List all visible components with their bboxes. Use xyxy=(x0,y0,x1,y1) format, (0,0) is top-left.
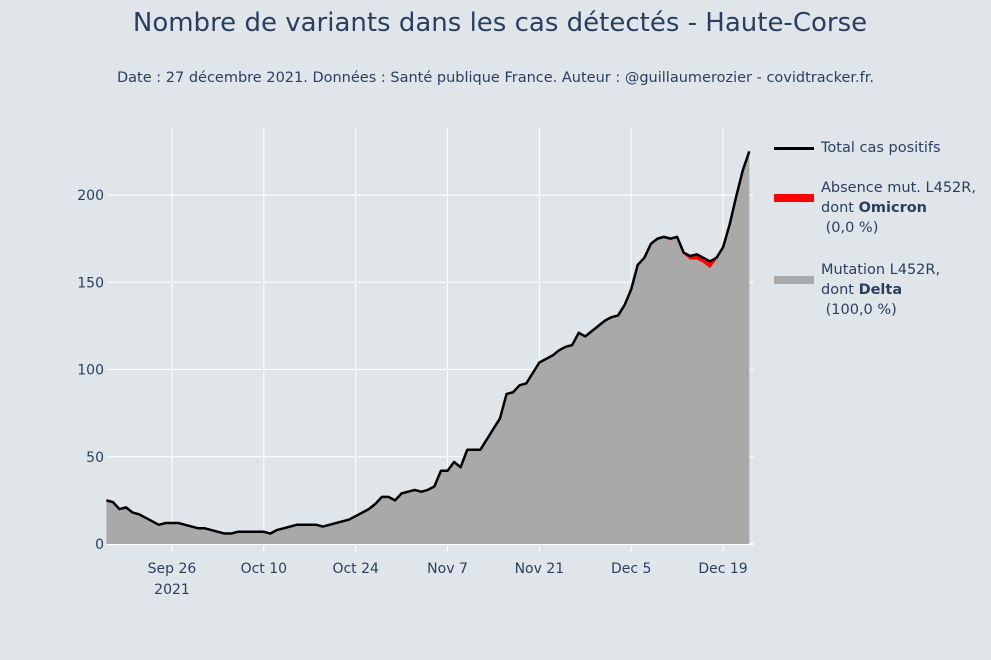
x-year-label: 2021 xyxy=(154,582,190,598)
total-line xyxy=(106,150,751,535)
legend-variant-name: Omicron xyxy=(858,200,927,216)
x-tick-label: Dec 5 xyxy=(611,561,651,577)
legend-item-total[interactable]: Total cas positifs xyxy=(774,138,989,158)
x-tick-label: Oct 10 xyxy=(241,561,287,577)
legend-prefix: dont xyxy=(821,282,859,298)
y-tick-label: 150 xyxy=(77,275,104,291)
y-tick-label: 100 xyxy=(77,363,104,379)
chart-subtitle: Date : 27 décembre 2021. Données : Santé… xyxy=(117,70,874,86)
x-tick-label: Sep 26 xyxy=(148,561,197,577)
chart-title: Nombre de variants dans les cas détectés… xyxy=(132,8,868,38)
plot-lines xyxy=(106,150,751,535)
legend-item-delta[interactable]: Mutation L452R, dont Delta (100,0 %) xyxy=(774,260,989,320)
legend-label: Total cas positifs xyxy=(821,140,941,156)
x-tick-label: Dec 19 xyxy=(698,561,747,577)
x-tick-label: Nov 7 xyxy=(427,561,468,577)
legend-label-line3: (0,0 %) xyxy=(821,220,879,236)
legend: Total cas positifs Absence mut. L452R, d… xyxy=(774,138,989,334)
x-tick-label: Nov 21 xyxy=(515,561,565,577)
legend-label-line2: dont Delta xyxy=(821,280,989,300)
y-tick-label: 0 xyxy=(95,537,104,553)
legend-label-line1: Absence mut. L452R, xyxy=(821,180,976,196)
line-swatch-icon xyxy=(774,147,814,150)
legend-item-omicron[interactable]: Absence mut. L452R, dont Omicron (0,0 %) xyxy=(774,178,989,238)
legend-label-line3: (100,0 %) xyxy=(821,302,897,318)
grey-swatch-icon xyxy=(774,276,814,284)
legend-variant-name: Delta xyxy=(858,282,903,298)
y-tick-label: 50 xyxy=(86,450,104,466)
y-tick-label: 200 xyxy=(77,188,104,204)
red-swatch-icon xyxy=(774,194,814,202)
x-tick-label: Oct 24 xyxy=(332,561,379,577)
y-axis: 0 50 100 150 200 xyxy=(77,188,104,553)
plot-areas xyxy=(106,151,750,544)
x-axis: Sep 26 Oct 10 Oct 24 Nov 7 Nov 21 Dec 5 Dec 19… xyxy=(148,561,748,598)
delta-area xyxy=(106,151,750,544)
legend-prefix: dont xyxy=(821,200,859,216)
legend-label-line1: Mutation L452R, xyxy=(821,262,941,278)
legend-label-line2: dont Omicron xyxy=(821,198,989,218)
